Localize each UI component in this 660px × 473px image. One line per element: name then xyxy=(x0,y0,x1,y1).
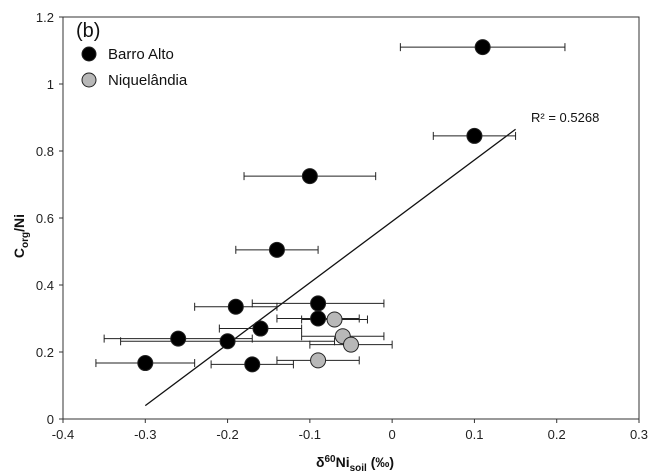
point-barro-alto xyxy=(227,298,244,315)
x-tick-label: -0.4 xyxy=(52,427,74,442)
legend-marker-barro-alto xyxy=(81,46,97,62)
y-tick-label: 0 xyxy=(47,412,54,427)
y-tick-label: 0.4 xyxy=(36,278,54,293)
trendline-group xyxy=(144,128,516,407)
point-barro-alto xyxy=(310,295,327,312)
point-barro-alto xyxy=(466,127,483,144)
x-tick-label: 0.2 xyxy=(548,427,566,442)
x-tick-label: 0 xyxy=(389,427,396,442)
point-barro-alto xyxy=(268,241,285,258)
data-points xyxy=(137,39,491,373)
point-barro-alto xyxy=(219,333,236,350)
tick-labels: -0.4 -0.3 -0.2 -0.1 0 0.1 0.2 0.3 0 0.2 0.4 0.6 0.8 1… xyxy=(36,10,648,442)
legend-marker-niquelandia xyxy=(81,72,97,88)
legend-label-barro-alto: Barro Alto xyxy=(108,46,174,63)
legend-label-niquelandia: Niquelândia xyxy=(108,72,188,89)
x-tick-label: -0.3 xyxy=(134,427,156,442)
axes xyxy=(59,16,640,423)
point-barro-alto xyxy=(244,356,261,373)
x-tick-label: 0.1 xyxy=(465,427,483,442)
y-tick-label: 0.2 xyxy=(36,345,54,360)
point-barro-alto xyxy=(170,330,187,347)
y-tick-label: 1 xyxy=(47,77,54,92)
legend: Barro Alto Niquelândia xyxy=(81,46,188,89)
x-tick-label: -0.2 xyxy=(216,427,238,442)
point-barro-alto xyxy=(252,320,269,337)
y-tick-label: 0.8 xyxy=(36,144,54,159)
y-axis-label: Corg/Ni xyxy=(11,214,31,258)
point-barro-alto xyxy=(310,310,327,327)
x-axis-label: δ60Nisoil (‰) xyxy=(316,454,394,473)
x-tick-label: 0.3 xyxy=(630,427,648,442)
point-barro-alto xyxy=(474,39,491,56)
trendline xyxy=(144,128,516,407)
point-barro-alto xyxy=(301,168,318,185)
panel-label: (b) xyxy=(76,20,100,42)
point-niquelandia xyxy=(310,352,327,369)
x-tick-label: -0.1 xyxy=(299,427,321,442)
y-tick-label: 1.2 xyxy=(36,10,54,25)
y-tick-label: 0.6 xyxy=(36,211,54,226)
point-niquelandia xyxy=(326,311,343,328)
point-niquelandia xyxy=(343,336,359,353)
point-barro-alto xyxy=(137,355,154,372)
trendline-r2-label: R² = 0.5268 xyxy=(531,110,599,125)
